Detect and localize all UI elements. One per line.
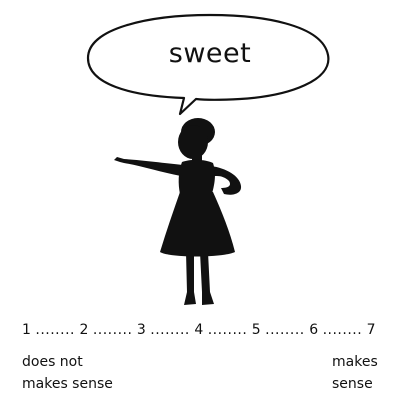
- scale-separator: ........: [150, 322, 190, 338]
- girl-silhouette-icon: [114, 118, 242, 305]
- scale-point-6[interactable]: 6: [309, 322, 319, 338]
- anchor-high-line2: sense: [332, 376, 373, 392]
- anchor-low-line2: makes sense: [22, 376, 113, 392]
- scale-point-7[interactable]: 7: [366, 322, 376, 338]
- anchor-high-line1: makes: [332, 354, 378, 370]
- scale-separator: ........: [207, 322, 248, 338]
- rating-scale: 1 ........ 2 ........ 3 ........ 4 .....…: [22, 322, 382, 338]
- scale-anchor-high: makes sense: [332, 351, 392, 395]
- anchor-low-line1: does not: [22, 354, 83, 370]
- scale-point-4[interactable]: 4: [194, 322, 204, 338]
- scale-separator: ........: [92, 322, 133, 338]
- scale-anchor-low: does not makes sense: [22, 351, 142, 395]
- scale-separator: ........: [35, 322, 75, 338]
- scale-separator: ........: [265, 322, 305, 338]
- speech-word: sweet: [168, 38, 252, 69]
- scale-point-5[interactable]: 5: [251, 322, 261, 338]
- scale-point-1[interactable]: 1: [22, 322, 31, 338]
- speech-bubble: [86, 13, 330, 116]
- scale-separator: ........: [322, 322, 363, 338]
- scale-point-3[interactable]: 3: [136, 322, 146, 338]
- scale-point-2[interactable]: 2: [79, 322, 89, 338]
